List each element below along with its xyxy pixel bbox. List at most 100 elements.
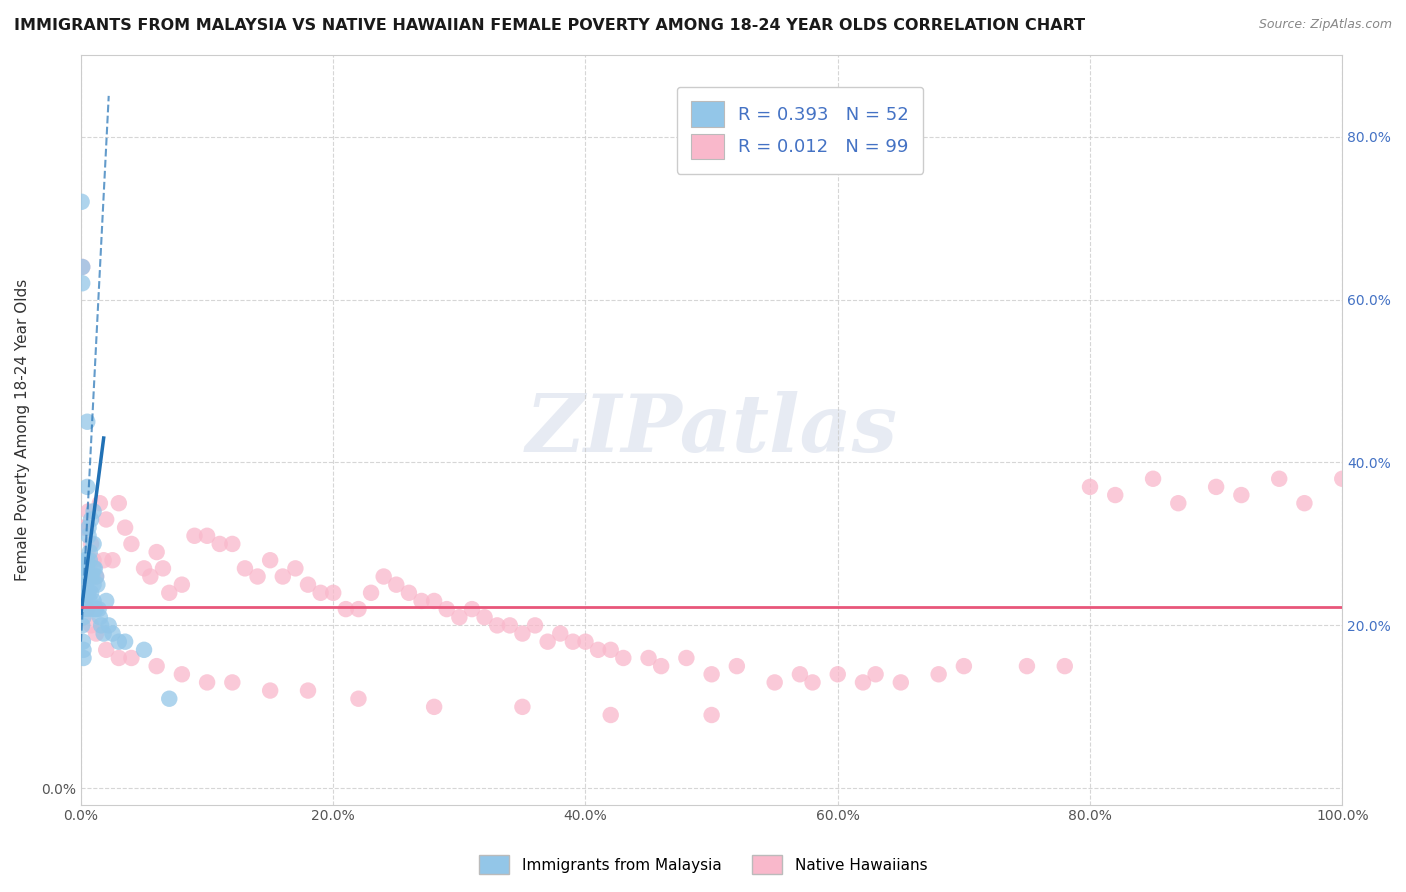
Point <box>512 626 534 640</box>
Point <box>83 561 105 575</box>
Point <box>183 529 205 543</box>
Point <box>70 260 93 274</box>
Point <box>360 586 382 600</box>
Point <box>612 651 634 665</box>
Point <box>1205 480 1227 494</box>
Point <box>195 675 218 690</box>
Point <box>132 643 155 657</box>
Point <box>96 643 118 657</box>
Point <box>398 586 420 600</box>
Point <box>73 602 96 616</box>
Point <box>83 561 105 575</box>
Point <box>84 626 107 640</box>
Point <box>80 569 103 583</box>
Point <box>108 496 131 510</box>
Point <box>76 602 98 616</box>
Point <box>96 594 118 608</box>
Point <box>145 545 167 559</box>
Point <box>73 569 96 583</box>
Point <box>83 537 105 551</box>
Point <box>120 651 142 665</box>
Point <box>436 602 458 616</box>
Point <box>246 569 269 583</box>
Point <box>208 537 231 551</box>
Point <box>890 675 912 690</box>
Point <box>423 699 446 714</box>
Point <box>76 480 98 494</box>
Point <box>83 594 105 608</box>
Point <box>93 553 115 567</box>
Point <box>449 610 471 624</box>
Point <box>89 610 111 624</box>
Point <box>84 569 107 583</box>
Point <box>259 683 281 698</box>
Point <box>499 618 522 632</box>
Point <box>76 415 98 429</box>
Point <box>221 537 243 551</box>
Point <box>70 260 93 274</box>
Point <box>76 602 98 616</box>
Point <box>1142 472 1164 486</box>
Point <box>953 659 976 673</box>
Point <box>335 602 357 616</box>
Point <box>77 504 100 518</box>
Point <box>72 521 94 535</box>
Point <box>96 512 118 526</box>
Point <box>1331 472 1354 486</box>
Point <box>385 577 408 591</box>
Point <box>157 586 180 600</box>
Point <box>76 602 98 616</box>
Point <box>801 675 824 690</box>
Point <box>486 618 509 632</box>
Point <box>90 618 112 632</box>
Point <box>72 643 94 657</box>
Point <box>87 602 110 616</box>
Point <box>411 594 433 608</box>
Point <box>80 537 103 551</box>
Point <box>70 277 93 291</box>
Point <box>700 708 723 723</box>
Point <box>725 659 748 673</box>
Legend: R = 0.393   N = 52, R = 0.012   N = 99: R = 0.393 N = 52, R = 0.012 N = 99 <box>676 87 924 174</box>
Point <box>83 553 105 567</box>
Point <box>72 602 94 616</box>
Point <box>574 634 596 648</box>
Point <box>474 610 496 624</box>
Point <box>114 634 136 648</box>
Point <box>599 708 621 723</box>
Point <box>1053 659 1076 673</box>
Point <box>80 618 103 632</box>
Point <box>347 691 370 706</box>
Point <box>1015 659 1038 673</box>
Point <box>101 553 124 567</box>
Point <box>93 626 115 640</box>
Point <box>599 643 621 657</box>
Point <box>1230 488 1253 502</box>
Point <box>233 561 256 575</box>
Point <box>524 618 547 632</box>
Point <box>76 561 98 575</box>
Point <box>76 553 98 567</box>
Point <box>675 651 697 665</box>
Point <box>79 594 101 608</box>
Point <box>537 634 560 648</box>
Point <box>83 504 105 518</box>
Point <box>195 529 218 543</box>
Point <box>170 577 193 591</box>
Point <box>297 683 319 698</box>
Point <box>79 553 101 567</box>
Point <box>75 586 97 600</box>
Point <box>73 594 96 608</box>
Point <box>83 602 105 616</box>
Text: Source: ZipAtlas.com: Source: ZipAtlas.com <box>1258 18 1392 31</box>
Point <box>322 586 344 600</box>
Legend: Immigrants from Malaysia, Native Hawaiians: Immigrants from Malaysia, Native Hawaiia… <box>472 849 934 880</box>
Point <box>70 618 93 632</box>
Point <box>297 577 319 591</box>
Point <box>1268 472 1291 486</box>
Point <box>789 667 811 681</box>
Point <box>114 521 136 535</box>
Point <box>73 553 96 567</box>
Point <box>70 194 93 209</box>
Point <box>145 659 167 673</box>
